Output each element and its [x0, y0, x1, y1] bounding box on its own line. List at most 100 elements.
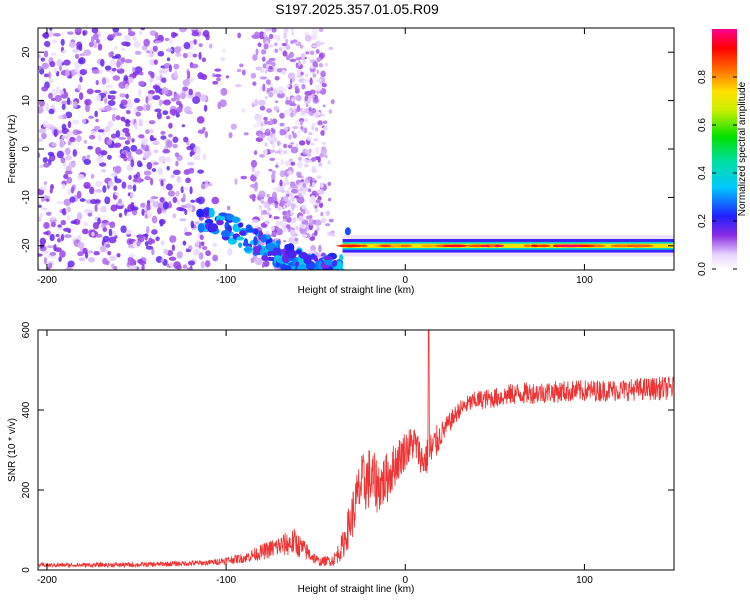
- noise-speck: [93, 41, 98, 49]
- noise-speck: [79, 198, 86, 202]
- noise-speck: [190, 199, 196, 203]
- noise-speck: [205, 250, 211, 257]
- noise-speck: [298, 140, 306, 146]
- noise-speck: [251, 219, 259, 224]
- signal-core: [523, 244, 531, 248]
- noise-speck: [94, 204, 98, 212]
- noise-speck: [180, 92, 186, 100]
- noise-speck: [166, 165, 170, 171]
- noise-speck: [216, 77, 221, 82]
- noise-speck: [149, 47, 153, 55]
- noise-speck: [146, 203, 151, 211]
- noise-speck: [42, 195, 51, 200]
- noise-speck: [45, 198, 50, 202]
- noise-speck: [303, 79, 310, 83]
- noise-speck: [183, 41, 191, 50]
- noise-speck: [287, 170, 293, 175]
- signal-core: [399, 244, 413, 248]
- noise-speck: [263, 131, 271, 136]
- track-blob: [302, 273, 310, 279]
- noise-speck: [57, 226, 64, 231]
- noise-speck: [312, 204, 319, 208]
- noise-speck: [67, 31, 74, 35]
- track-blob: [326, 274, 330, 280]
- noise-speck: [131, 138, 135, 143]
- noise-speck: [283, 31, 287, 40]
- noise-speck: [135, 149, 143, 155]
- noise-speck: [60, 219, 67, 226]
- noise-speck: [324, 62, 328, 67]
- y-tick-label: 20: [21, 46, 32, 58]
- noise-speck: [302, 233, 308, 238]
- noise-speck: [115, 32, 123, 37]
- track-blob: [239, 230, 246, 236]
- noise-speck: [100, 205, 107, 213]
- noise-speck: [177, 199, 181, 205]
- noise-speck: [150, 196, 159, 200]
- noise-speck: [212, 80, 219, 85]
- noise-speck: [147, 53, 155, 58]
- noise-speck: [142, 233, 149, 237]
- noise-speck: [168, 133, 173, 138]
- noise-speck: [287, 209, 291, 214]
- noise-speck: [49, 233, 55, 242]
- noise-speck: [285, 96, 289, 101]
- noise-speck: [148, 237, 153, 245]
- noise-speck: [121, 181, 127, 189]
- noise-speck: [200, 260, 205, 269]
- noise-speck: [99, 245, 107, 253]
- noise-speck: [38, 204, 42, 208]
- noise-speck: [322, 104, 326, 108]
- noise-speck: [305, 149, 310, 155]
- noise-speck: [65, 266, 73, 270]
- noise-speck: [128, 76, 134, 84]
- noise-speck: [82, 30, 86, 36]
- colorbar: 0.0 0.2 0.4 0.6 0.8 Normalized spectral ampl…: [697, 29, 748, 276]
- noise-speck: [67, 131, 74, 138]
- noise-speck: [283, 195, 289, 202]
- noise-speck: [160, 180, 164, 187]
- noise-speck: [75, 130, 83, 134]
- noise-speck: [187, 161, 195, 166]
- noise-speck: [48, 79, 54, 83]
- noise-speck: [198, 51, 202, 60]
- noise-speck: [314, 84, 323, 92]
- noise-speck: [89, 186, 95, 195]
- noise-speck: [220, 87, 228, 96]
- noise-speck: [186, 92, 195, 99]
- noise-speck: [318, 28, 324, 33]
- noise-speck: [271, 128, 276, 134]
- noise-speck: [205, 33, 210, 41]
- noise-speck: [95, 147, 102, 155]
- noise-speck: [308, 132, 313, 136]
- noise-speck: [156, 207, 162, 215]
- noise-speck: [91, 173, 95, 179]
- noise-speck: [74, 28, 83, 33]
- noise-speck: [43, 40, 51, 47]
- noise-speck: [127, 28, 132, 33]
- noise-speck: [252, 254, 258, 260]
- noise-speck: [190, 220, 195, 229]
- noise-speck: [294, 237, 299, 242]
- noise-speck: [290, 198, 295, 203]
- noise-speck: [271, 202, 276, 206]
- figure-title: S197.2025.357.01.05.R09: [275, 1, 439, 17]
- noise-speck: [38, 253, 43, 257]
- noise-speck: [270, 87, 274, 92]
- snr-x-ticks: -200 -100 0 100: [37, 330, 593, 586]
- noise-speck: [285, 38, 289, 44]
- noise-speck: [249, 194, 256, 200]
- noise-speck: [67, 206, 71, 213]
- noise-speck: [43, 162, 50, 168]
- noise-speck: [172, 32, 179, 37]
- signal-core: [536, 244, 551, 248]
- noise-speck: [63, 59, 71, 66]
- noise-speck: [96, 155, 104, 164]
- noise-speck: [114, 53, 122, 59]
- track-blob: [297, 264, 307, 270]
- noise-speck: [129, 191, 134, 199]
- track-blob: [218, 212, 228, 217]
- noise-speck: [108, 236, 117, 244]
- noise-speck: [107, 250, 112, 256]
- track-blob: [261, 255, 269, 262]
